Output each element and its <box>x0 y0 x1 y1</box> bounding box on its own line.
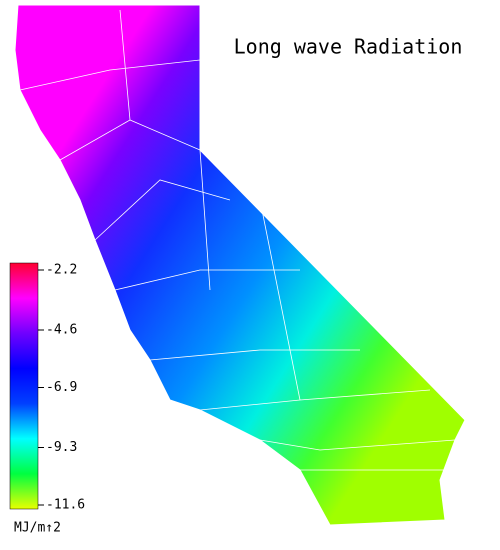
colorbar-tick-label: -4.6 <box>46 323 77 338</box>
map-title: Long wave Radiation <box>234 35 463 59</box>
colorbar-label: MJ/m↑2 <box>14 521 61 536</box>
california-shape <box>14 4 466 526</box>
colorbar <box>9 262 39 510</box>
county-lines <box>19 9 456 471</box>
colorbar-tick-label: -11.6 <box>46 498 85 513</box>
colorbar-tick-label: -9.3 <box>46 440 77 455</box>
colorbar-tick-label: -2.2 <box>46 263 77 278</box>
colorbar-tick-label: -6.9 <box>46 380 77 395</box>
